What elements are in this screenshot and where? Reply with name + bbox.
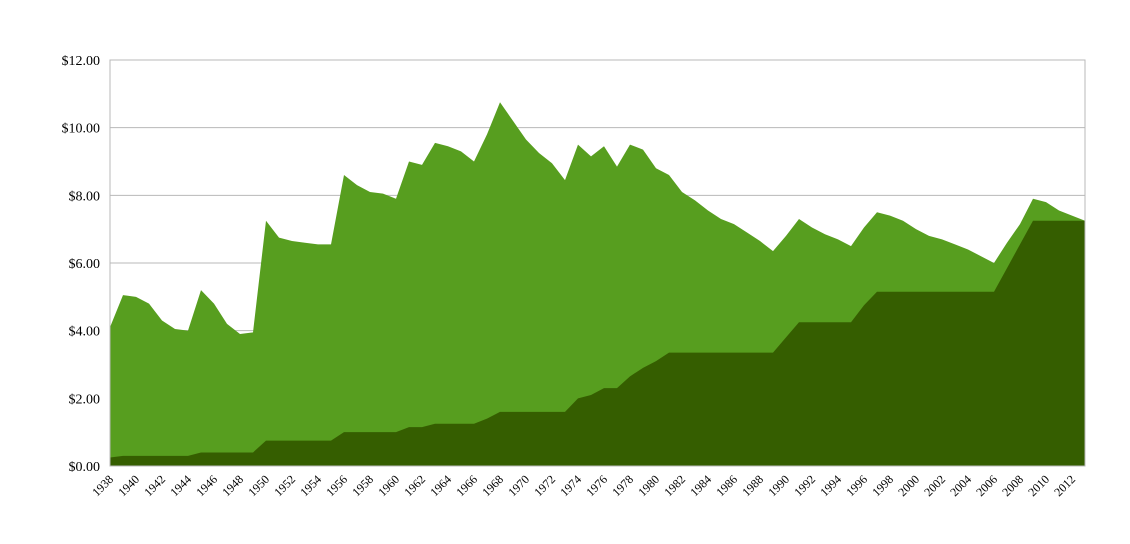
x-tick-label: 1950 <box>245 472 272 499</box>
x-tick-label: 1990 <box>765 472 792 499</box>
x-axis-tick-labels: 1938 1940 1942 1944 1946 1948 1950 1952 1954 1956… <box>89 472 1078 499</box>
x-tick-label: 2010 <box>1025 472 1052 499</box>
x-tick-label: 2008 <box>999 472 1026 499</box>
area-series <box>110 102 1085 466</box>
y-tick-label: $6.00 <box>69 257 101 272</box>
area-foreground <box>110 220 1085 466</box>
x-tick-label: 1966 <box>453 472 480 499</box>
x-tick-label: 1954 <box>297 472 324 499</box>
x-tick-label: 1980 <box>635 472 662 499</box>
x-tick-label: 1970 <box>505 472 532 499</box>
x-tick-label: 1986 <box>713 472 740 499</box>
x-tick-label: 1956 <box>323 472 350 499</box>
x-tick-label: 1946 <box>193 472 220 499</box>
x-tick-label: 1974 <box>557 472 584 499</box>
y-tick-label: $12.00 <box>62 54 101 69</box>
x-tick-label: 1942 <box>141 472 168 499</box>
plot-frame <box>109 59 1086 467</box>
x-tick-label: 1944 <box>167 472 194 499</box>
x-tick-label: 2000 <box>895 472 922 499</box>
y-tick-label: $8.00 <box>69 189 101 204</box>
x-tick-label: 1996 <box>843 472 870 499</box>
x-tick-label: 1984 <box>687 472 714 499</box>
x-tick-label: 2006 <box>973 472 1000 499</box>
y-tick-label: $10.00 <box>62 122 101 137</box>
x-tick-label: 1988 <box>739 472 766 499</box>
x-tick-label: 1968 <box>479 472 506 499</box>
x-tick-label: 1958 <box>349 472 376 499</box>
x-tick-label: 1998 <box>869 472 896 499</box>
x-tick-label: 1992 <box>791 472 818 499</box>
x-tick-label: 1972 <box>531 472 558 499</box>
x-tick-label: 1948 <box>219 472 246 499</box>
x-tick-label: 1964 <box>427 472 454 499</box>
x-tick-label: 1938 <box>89 472 116 499</box>
x-tick-label: 1952 <box>271 472 298 499</box>
y-tick-label: $0.00 <box>69 460 101 475</box>
x-tick-label: 1960 <box>375 472 402 499</box>
y-axis-tick-labels: $0.00 $2.00 $4.00 $6.00 $8.00 $10.00 $12.00 <box>62 54 101 475</box>
x-tick-label: 2004 <box>947 472 974 499</box>
x-tick-label: 1982 <box>661 472 688 499</box>
y-tick-label: $2.00 <box>69 392 101 407</box>
x-tick-label: 2002 <box>921 472 948 499</box>
x-tick-label: 2012 <box>1051 472 1078 499</box>
y-tick-label: $4.00 <box>69 325 101 340</box>
x-tick-label: 1962 <box>401 472 428 499</box>
x-tick-label: 1976 <box>583 472 610 499</box>
x-tick-label: 1994 <box>817 472 844 499</box>
x-tick-label: 1940 <box>115 472 142 499</box>
x-tick-label: 1978 <box>609 472 636 499</box>
